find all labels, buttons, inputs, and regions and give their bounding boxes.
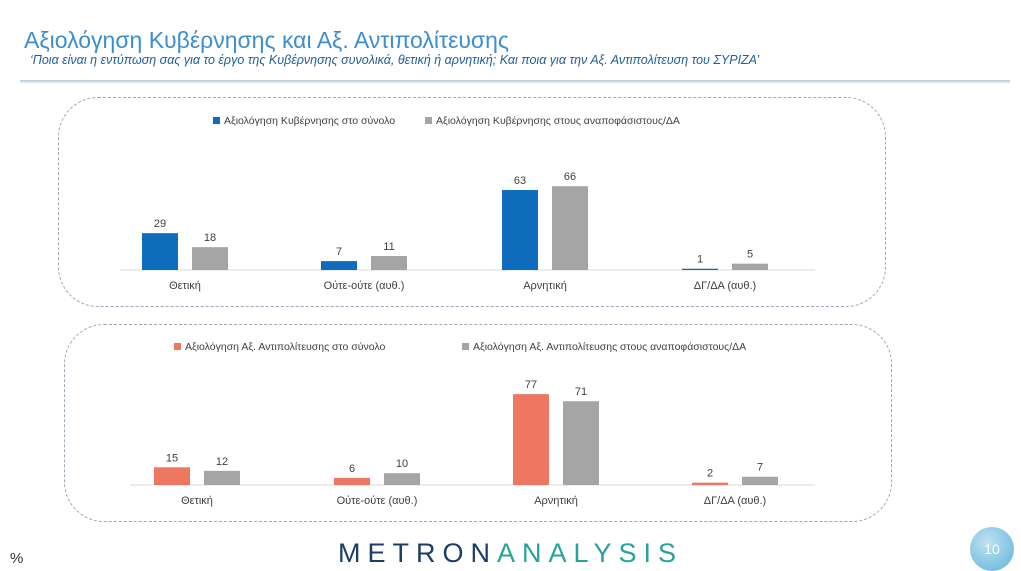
opposition-chart-panel xyxy=(64,324,892,522)
page-number: 10 xyxy=(970,527,1014,571)
data-label: 18 xyxy=(204,232,216,244)
legend-label: Αξιολόγηση Αξ. Αντιπολίτευσης στο σύνολο xyxy=(185,341,385,353)
bar xyxy=(204,470,240,485)
data-label: 71 xyxy=(575,386,587,398)
data-label: 63 xyxy=(514,175,526,187)
category-label: Θετική xyxy=(181,495,213,507)
data-label: 66 xyxy=(564,171,576,183)
data-label: 29 xyxy=(154,218,166,230)
category-label: ΔΓ/ΔΑ (αυθ.) xyxy=(704,495,766,507)
data-label: 2 xyxy=(707,468,713,480)
bar xyxy=(692,482,728,485)
unit-label: % xyxy=(10,550,24,567)
bar xyxy=(502,189,538,270)
category-label: ΔΓ/ΔΑ (αυθ.) xyxy=(694,280,756,292)
category-label: Ούτε-ούτε (αυθ.) xyxy=(324,280,405,292)
data-label: 11 xyxy=(383,241,394,253)
category-label: Αρνητική xyxy=(523,280,567,292)
legend-swatch xyxy=(174,343,181,350)
data-label: 15 xyxy=(166,452,178,464)
page-subtitle: ‘Ποια είναι η εντύπωση σας για το έργο τ… xyxy=(30,53,760,67)
legend-swatch xyxy=(425,117,432,124)
data-label: 10 xyxy=(396,458,408,470)
category-label: Θετική xyxy=(169,280,201,292)
bar xyxy=(552,186,588,270)
bar xyxy=(682,268,718,270)
bar xyxy=(513,394,549,485)
bar xyxy=(384,473,420,485)
data-label: 12 xyxy=(216,456,228,468)
data-label: 7 xyxy=(757,462,763,474)
bar xyxy=(192,247,228,270)
data-label: 7 xyxy=(336,246,342,258)
bar xyxy=(371,256,407,270)
legend-label: Αξιολόγηση Αξ. Αντιπολίτευσης στους αναπ… xyxy=(473,341,746,353)
data-label: 5 xyxy=(747,249,753,261)
data-label: 6 xyxy=(349,463,355,475)
category-label: Αρνητική xyxy=(534,495,578,507)
legend-swatch xyxy=(213,117,220,124)
legend-label: Αξιολόγηση Κυβέρνησης στο σύνολο xyxy=(224,115,395,127)
bar xyxy=(742,476,778,485)
bar xyxy=(732,263,768,270)
bar xyxy=(321,261,357,270)
title-divider xyxy=(20,80,1010,83)
metron-analysis-logo: METRONANALYSIS xyxy=(338,538,684,568)
page-title: Αξιολόγηση Κυβέρνησης και Αξ. Αντιπολίτε… xyxy=(24,27,509,53)
data-label: 1 xyxy=(697,254,703,266)
bar xyxy=(154,467,190,485)
legend-swatch xyxy=(462,343,469,350)
data-label: 77 xyxy=(525,379,537,391)
category-label: Ούτε-ούτε (αυθ.) xyxy=(337,495,418,507)
bar xyxy=(334,477,370,485)
bar xyxy=(563,401,599,485)
legend-label: Αξιολόγηση Κυβέρνησης στους αναποφάσιστο… xyxy=(436,115,680,127)
government-chart-panel xyxy=(58,97,886,307)
bar xyxy=(142,233,178,270)
